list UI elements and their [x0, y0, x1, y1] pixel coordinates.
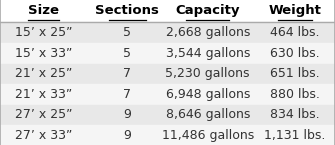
Text: Capacity: Capacity — [176, 4, 240, 17]
Text: 9: 9 — [123, 108, 131, 122]
Text: 630 lbs.: 630 lbs. — [270, 47, 320, 60]
Bar — [0, 64, 335, 84]
Text: 9: 9 — [123, 129, 131, 142]
Text: 1,131 lbs.: 1,131 lbs. — [264, 129, 326, 142]
Bar — [0, 105, 335, 125]
Text: 21’ x 25”: 21’ x 25” — [15, 67, 72, 80]
Text: 21’ x 33”: 21’ x 33” — [15, 88, 72, 101]
Text: 5: 5 — [123, 47, 131, 60]
Text: 5,230 gallons: 5,230 gallons — [165, 67, 250, 80]
Text: 8,646 gallons: 8,646 gallons — [165, 108, 250, 122]
Text: 3,544 gallons: 3,544 gallons — [165, 47, 250, 60]
Text: 651 lbs.: 651 lbs. — [270, 67, 320, 80]
Text: 5: 5 — [123, 26, 131, 39]
Bar — [0, 84, 335, 105]
Text: 27’ x 33”: 27’ x 33” — [15, 129, 72, 142]
Text: 834 lbs.: 834 lbs. — [270, 108, 320, 122]
Text: Sections: Sections — [95, 4, 159, 17]
Text: 2,668 gallons: 2,668 gallons — [165, 26, 250, 39]
Text: 15’ x 33”: 15’ x 33” — [15, 47, 72, 60]
Text: 880 lbs.: 880 lbs. — [270, 88, 320, 101]
Bar — [0, 125, 335, 145]
Text: 7: 7 — [123, 88, 131, 101]
Bar — [0, 22, 335, 43]
Text: 7: 7 — [123, 67, 131, 80]
Text: 464 lbs.: 464 lbs. — [270, 26, 320, 39]
Bar — [0, 0, 335, 22]
Text: Size: Size — [28, 4, 59, 17]
Text: Weight: Weight — [268, 4, 321, 17]
Text: 15’ x 25”: 15’ x 25” — [15, 26, 72, 39]
Text: 11,486 gallons: 11,486 gallons — [161, 129, 254, 142]
Bar — [0, 43, 335, 64]
Text: 27’ x 25”: 27’ x 25” — [15, 108, 72, 122]
Text: 6,948 gallons: 6,948 gallons — [165, 88, 250, 101]
